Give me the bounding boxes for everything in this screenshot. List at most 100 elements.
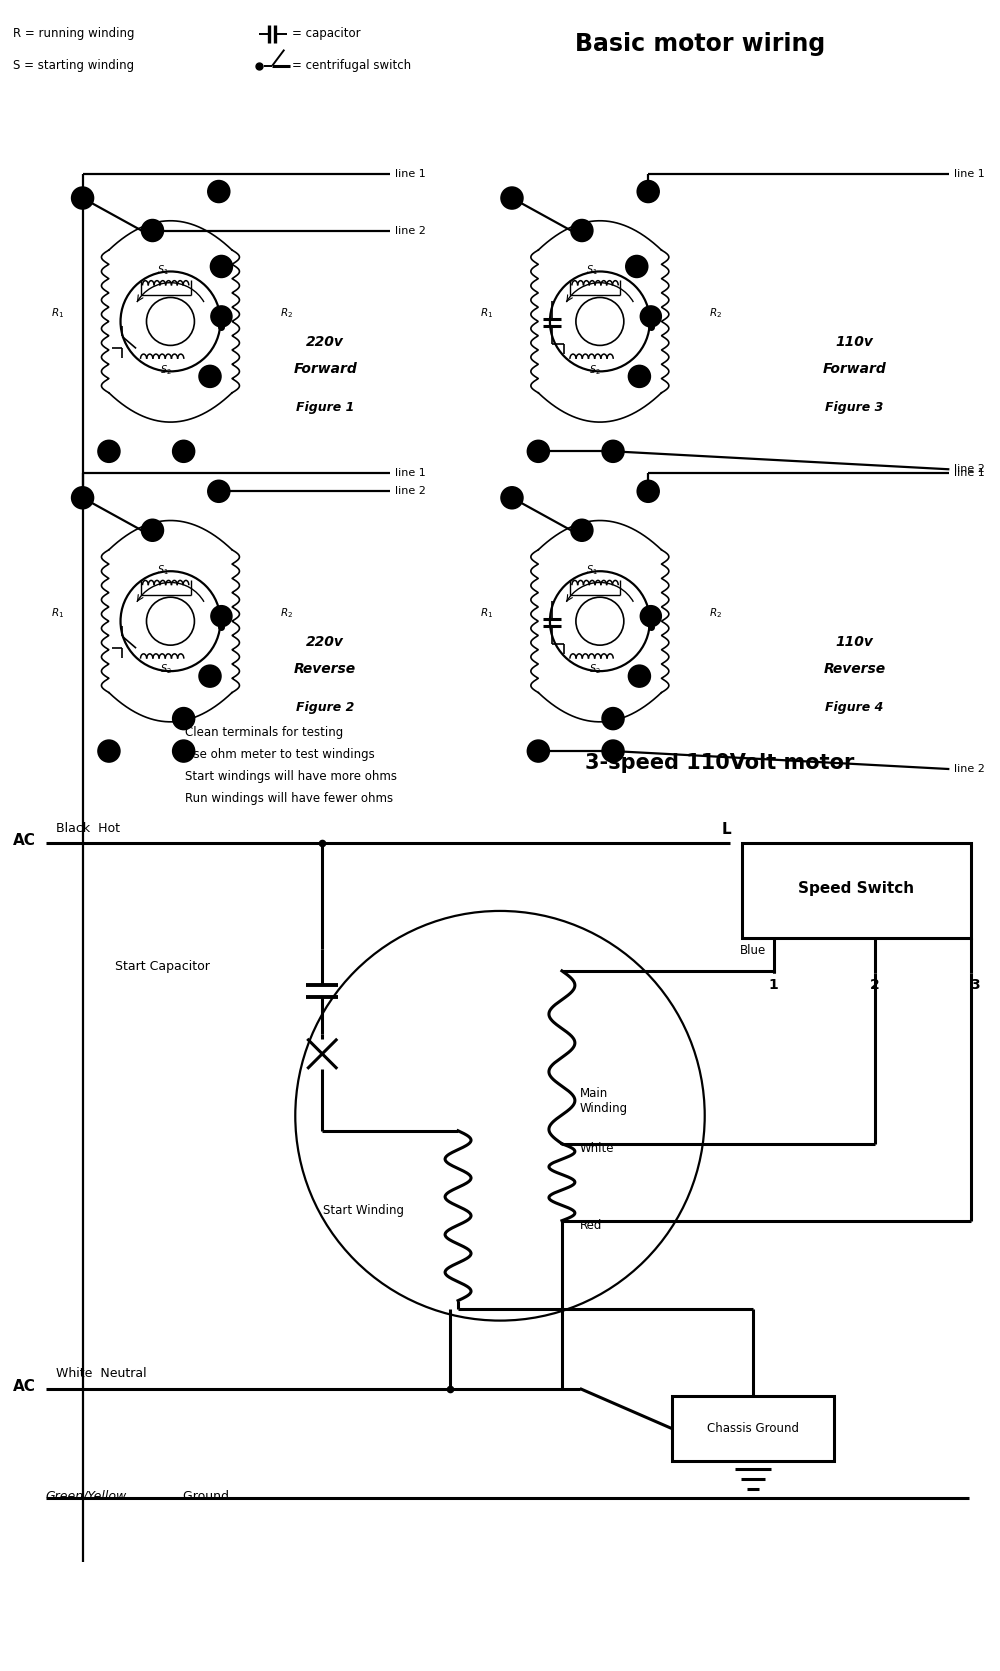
Bar — [672, 1395, 834, 1460]
Text: Blue: Blue — [739, 944, 766, 957]
Text: 1: 1 — [509, 194, 515, 204]
Text: 1: 1 — [79, 493, 86, 503]
Text: Red: Red — [580, 1220, 602, 1232]
Text: 4: 4 — [215, 486, 222, 496]
Circle shape — [141, 219, 163, 242]
Circle shape — [628, 366, 650, 388]
Text: line 2: line 2 — [954, 764, 985, 774]
Text: $R_2$: $R_2$ — [280, 607, 293, 620]
Circle shape — [527, 441, 549, 463]
Circle shape — [173, 441, 195, 463]
Text: AC: AC — [13, 1379, 36, 1394]
Circle shape — [141, 520, 163, 541]
Text: 2: 2 — [535, 745, 542, 755]
Text: L: L — [722, 822, 731, 837]
Text: 8: 8 — [149, 226, 156, 236]
Text: 220v: 220v — [306, 635, 344, 648]
Text: $R_1$: $R_1$ — [480, 306, 494, 321]
Text: Start windings will have more ohms: Start windings will have more ohms — [185, 770, 397, 784]
Text: $S_1$: $S_1$ — [157, 563, 168, 576]
Text: 5: 5 — [149, 525, 156, 535]
Text: White: White — [580, 1143, 614, 1155]
Text: Figure 1: Figure 1 — [296, 401, 354, 414]
Text: R = running winding: R = running winding — [13, 27, 134, 40]
Text: Main
Winding: Main Winding — [580, 1086, 628, 1115]
Text: 220v: 220v — [306, 336, 344, 349]
Text: $S_1$: $S_1$ — [586, 264, 598, 277]
Text: 7: 7 — [218, 312, 225, 321]
Text: line 2: line 2 — [954, 465, 985, 475]
Circle shape — [199, 366, 221, 388]
Text: Green/Yellow: Green/Yellow — [46, 1491, 127, 1502]
Text: Figure 3: Figure 3 — [825, 401, 884, 414]
Text: line 1: line 1 — [395, 169, 426, 179]
Text: = capacitor: = capacitor — [292, 27, 361, 40]
Text: $S_2$: $S_2$ — [160, 363, 171, 376]
Circle shape — [208, 180, 230, 202]
Circle shape — [501, 486, 523, 508]
Text: 4: 4 — [645, 187, 652, 197]
Circle shape — [72, 187, 94, 209]
Circle shape — [501, 187, 523, 209]
Text: 2: 2 — [106, 446, 112, 456]
Circle shape — [637, 180, 659, 202]
Text: $R_2$: $R_2$ — [709, 306, 722, 321]
Text: Forward: Forward — [823, 363, 886, 376]
Text: Black  Hot: Black Hot — [56, 822, 120, 834]
Circle shape — [640, 306, 661, 328]
Circle shape — [602, 707, 624, 730]
Circle shape — [199, 665, 221, 687]
Circle shape — [571, 520, 593, 541]
Text: 6: 6 — [207, 371, 213, 381]
Text: 6: 6 — [636, 672, 643, 682]
Circle shape — [602, 441, 624, 463]
Text: 3: 3 — [180, 446, 187, 456]
Text: 4: 4 — [215, 187, 222, 197]
Text: line 2: line 2 — [395, 486, 426, 496]
Circle shape — [211, 605, 232, 627]
Text: 2: 2 — [535, 446, 542, 456]
Bar — [742, 842, 971, 937]
Text: 110v: 110v — [836, 635, 873, 648]
Text: $S_1$: $S_1$ — [157, 264, 168, 277]
Text: 8: 8 — [610, 714, 616, 724]
Text: $R_1$: $R_1$ — [51, 607, 64, 620]
Text: 7: 7 — [648, 612, 654, 620]
Circle shape — [628, 665, 650, 687]
Text: line 1: line 1 — [954, 169, 985, 179]
Text: line 1: line 1 — [954, 468, 985, 478]
Text: 8: 8 — [578, 226, 585, 236]
Text: Start Winding: Start Winding — [323, 1205, 404, 1216]
Text: Figure 2: Figure 2 — [296, 702, 354, 714]
Text: Basic motor wiring: Basic motor wiring — [575, 32, 825, 55]
Text: Use ohm meter to test windings: Use ohm meter to test windings — [185, 749, 375, 760]
Text: Speed Switch: Speed Switch — [798, 881, 915, 896]
Text: line 2: line 2 — [395, 226, 426, 236]
Text: 1: 1 — [769, 978, 778, 993]
Text: Ground: Ground — [175, 1491, 229, 1502]
Circle shape — [211, 306, 232, 328]
Circle shape — [637, 480, 659, 503]
Text: $R_2$: $R_2$ — [709, 607, 722, 620]
Text: 2: 2 — [106, 745, 112, 755]
Text: S = starting winding: S = starting winding — [13, 58, 134, 72]
Text: 5: 5 — [218, 261, 225, 271]
Text: Start Capacitor: Start Capacitor — [115, 961, 210, 974]
Text: White  Neutral: White Neutral — [56, 1367, 146, 1380]
Circle shape — [173, 707, 195, 730]
Text: 7: 7 — [648, 312, 654, 321]
Circle shape — [208, 480, 230, 503]
Circle shape — [173, 740, 195, 762]
Text: 3: 3 — [610, 446, 616, 456]
Circle shape — [602, 740, 624, 762]
Circle shape — [571, 219, 593, 242]
Circle shape — [98, 740, 120, 762]
Text: 3: 3 — [971, 978, 980, 993]
Text: 2: 2 — [870, 978, 880, 993]
Text: 4: 4 — [645, 486, 652, 496]
Text: Clean terminals for testing: Clean terminals for testing — [185, 727, 344, 739]
Text: 1: 1 — [79, 194, 86, 204]
Text: Figure 4: Figure 4 — [825, 702, 884, 714]
Text: 5: 5 — [633, 261, 640, 271]
Text: Forward: Forward — [293, 363, 357, 376]
